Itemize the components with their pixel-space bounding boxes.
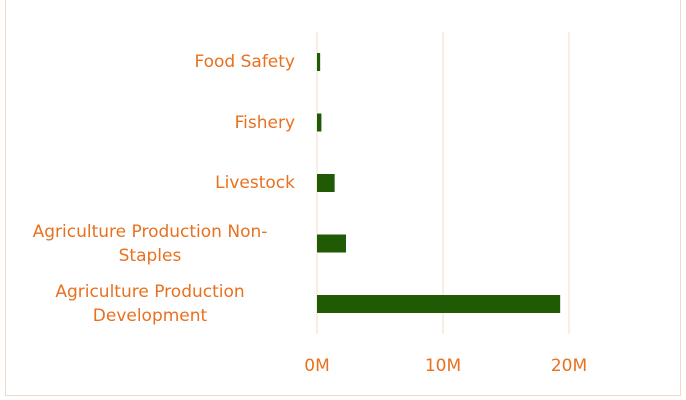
y-tick-label-box: Livestock <box>5 171 295 195</box>
bar <box>317 234 346 253</box>
bar <box>317 295 561 313</box>
x-tick-label: 20M <box>551 356 587 376</box>
y-tick-label: Food Safety <box>194 52 295 72</box>
x-tick-label: 0M <box>304 356 329 376</box>
x-tick-label: 10M <box>425 356 461 376</box>
chart-frame <box>5 0 681 396</box>
y-tick-label: Agriculture Production Non-Staples <box>32 221 268 266</box>
y-tick-label-box: Agriculture Production Development <box>5 280 295 328</box>
bar <box>317 113 322 132</box>
bar <box>317 53 321 71</box>
y-tick-label-box: Food Safety <box>5 50 295 74</box>
y-tick-label-box: Fishery <box>5 111 295 135</box>
bar <box>317 174 335 192</box>
y-tick-label: Agriculture Production Development <box>55 282 245 326</box>
y-tick-label: Fishery <box>234 112 295 133</box>
y-tick-label-box: Agriculture Production Non-Staples <box>5 220 295 268</box>
y-tick-label: Livestock <box>215 173 295 193</box>
